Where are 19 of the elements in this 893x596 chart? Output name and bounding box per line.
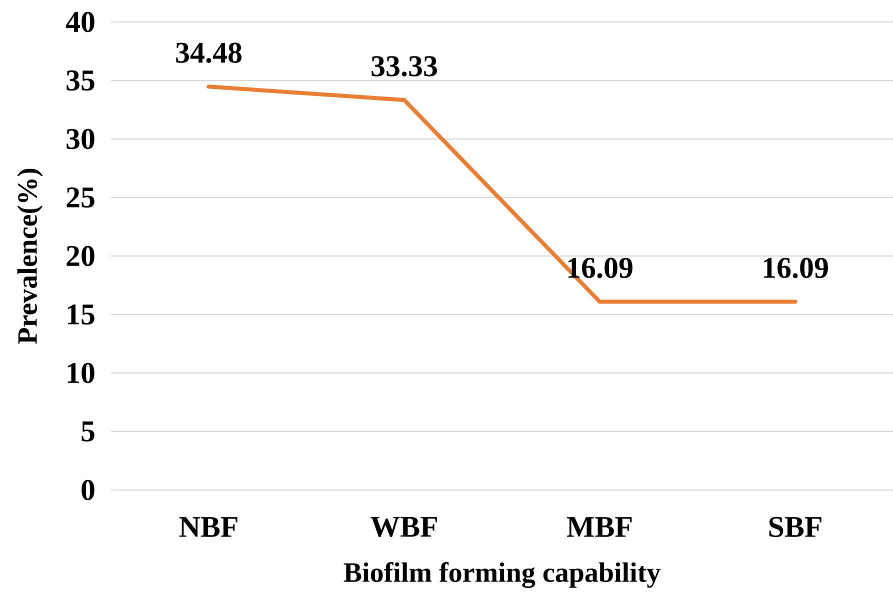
y-tick-label: 5: [82, 422, 94, 442]
y-tick-label: 15: [68, 304, 94, 325]
y-tick-label: 40: [66, 12, 94, 32]
data-label: 16.09: [568, 258, 632, 278]
y-tick-label: 25: [66, 187, 94, 208]
y-tick-label: 35: [66, 70, 94, 91]
data-label: 16.09: [764, 258, 828, 278]
y-tick-label: 0: [82, 480, 94, 500]
x-tick-label: WBF: [370, 516, 437, 538]
data-label: 34.48: [176, 42, 242, 64]
x-tick-label: MBF: [566, 517, 632, 537]
y-tick-label: 30: [66, 128, 94, 150]
y-axis-title: Prevalence(%): [17, 168, 43, 344]
y-tick-label: 20: [66, 246, 94, 266]
x-axis-title: Biofilm forming capability: [344, 562, 660, 588]
x-tick-label: SBF: [769, 516, 822, 538]
x-tick-label: NBF: [179, 517, 238, 537]
y-tick-label: 10: [68, 362, 94, 384]
data-label: 33.33: [372, 56, 437, 76]
